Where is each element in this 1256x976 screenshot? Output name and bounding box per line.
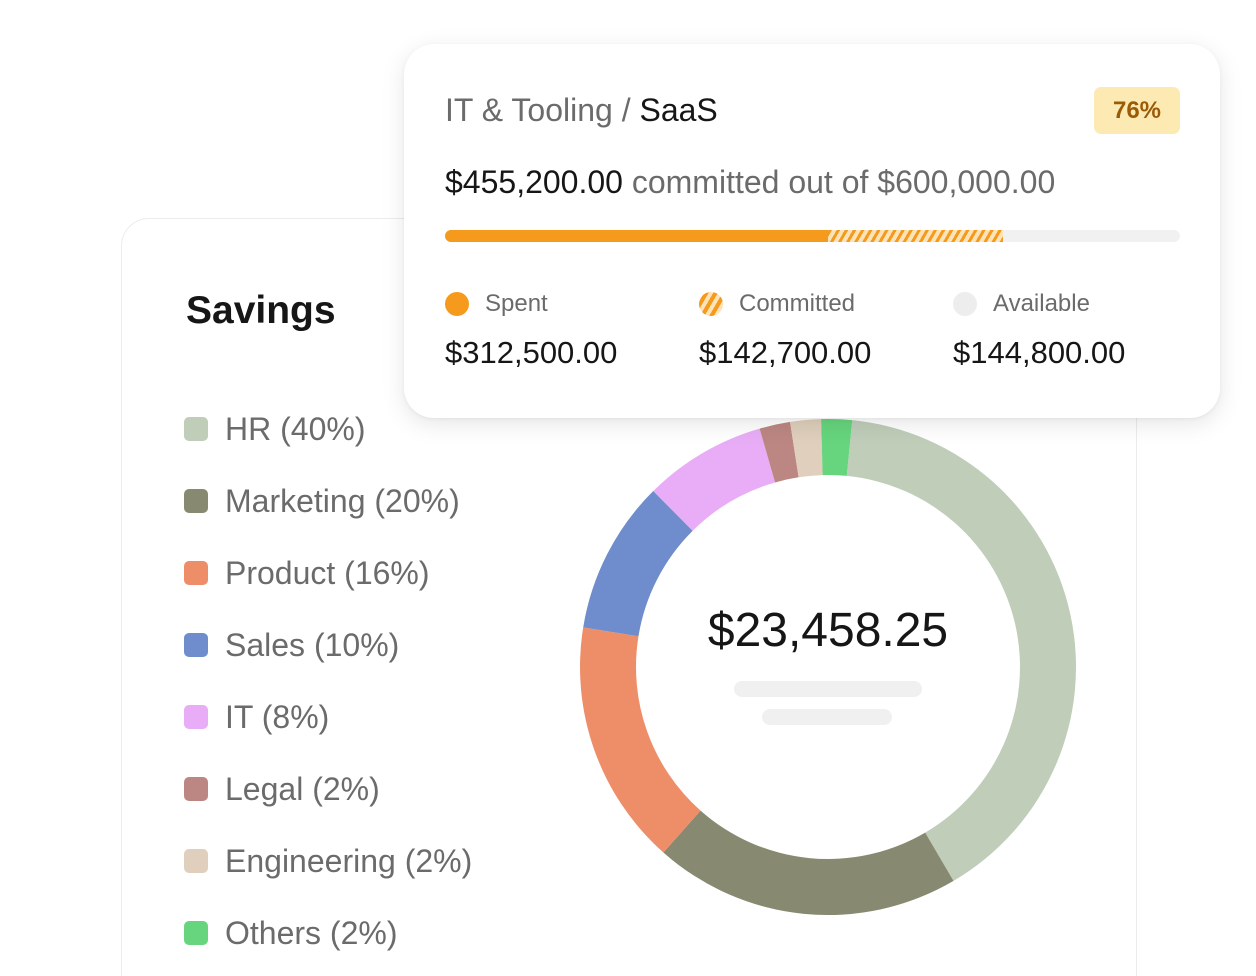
donut-slice-others bbox=[821, 419, 853, 476]
donut-total: $23,458.25 bbox=[707, 604, 949, 657]
legend-swatch-sales bbox=[184, 633, 208, 657]
donut-slice-marketing bbox=[663, 810, 954, 915]
progress-spent bbox=[445, 230, 828, 242]
breadcrumb-category: IT & Tooling bbox=[445, 92, 613, 128]
available-dot-icon bbox=[953, 292, 977, 316]
stat-spent-label: Spent bbox=[485, 290, 548, 317]
stat-spent-value: $312,500.00 bbox=[445, 335, 618, 370]
savings-donut-chart: $23,458.25 bbox=[578, 417, 1078, 917]
donut-slice-legal bbox=[759, 421, 799, 483]
breadcrumb-separator: / bbox=[612, 92, 640, 128]
committed-text: committed out of bbox=[622, 164, 878, 200]
breadcrumb-subcategory: SaaS bbox=[639, 92, 718, 128]
legend-label-marketing: Marketing (20%) bbox=[225, 482, 460, 519]
spent-dot-icon bbox=[445, 292, 469, 316]
skeleton-line bbox=[762, 709, 892, 725]
progress-committed bbox=[827, 230, 1003, 242]
legend-swatch-engineering bbox=[184, 849, 208, 873]
legend-swatch-it bbox=[184, 705, 208, 729]
legend-item-engineering: Engineering (2%) bbox=[184, 825, 472, 897]
legend-label-hr: HR (40%) bbox=[225, 410, 366, 447]
stat-committed: Committed $142,700.00 bbox=[699, 290, 939, 371]
legend-swatch-others bbox=[184, 921, 208, 945]
donut-slice-hr bbox=[846, 420, 1076, 881]
legend-item-others: Others (2%) bbox=[184, 897, 472, 969]
committed-dot-icon bbox=[699, 292, 723, 316]
savings-title: Savings bbox=[186, 289, 336, 332]
donut-slice-engineering bbox=[790, 419, 823, 478]
legend-swatch-legal bbox=[184, 777, 208, 801]
legend-label-others: Others (2%) bbox=[225, 914, 398, 951]
breadcrumb: IT & Tooling / SaaS bbox=[445, 92, 718, 129]
stat-available: Available $144,800.00 bbox=[953, 290, 1193, 371]
legend-item-legal: Legal (2%) bbox=[184, 753, 472, 825]
legend-swatch-marketing bbox=[184, 489, 208, 513]
budget-progress-bar bbox=[445, 230, 1180, 242]
savings-legend: HR (40%) Marketing (20%) Product (16%) S… bbox=[184, 393, 472, 969]
stat-available-value: $144,800.00 bbox=[953, 335, 1126, 370]
legend-item-sales: Sales (10%) bbox=[184, 609, 472, 681]
donut-svg bbox=[580, 419, 1076, 915]
legend-label-sales: Sales (10%) bbox=[225, 626, 400, 663]
legend-label-product: Product (16%) bbox=[225, 554, 430, 591]
budget-popover: IT & Tooling / SaaS 76% $455,200.00 comm… bbox=[404, 44, 1220, 418]
legend-label-engineering: Engineering (2%) bbox=[225, 842, 473, 879]
legend-label-legal: Legal (2%) bbox=[225, 770, 380, 807]
donut-slice-sales bbox=[583, 491, 693, 637]
skeleton-line bbox=[734, 681, 922, 697]
total-amount: $600,000.00 bbox=[877, 164, 1056, 200]
stat-spent: Spent $312,500.00 bbox=[445, 290, 685, 371]
donut-slice-it bbox=[653, 428, 776, 531]
legend-item-it: IT (8%) bbox=[184, 681, 472, 753]
stat-committed-label: Committed bbox=[739, 290, 856, 317]
percent-badge: 76% bbox=[1094, 87, 1180, 134]
legend-item-marketing: Marketing (20%) bbox=[184, 465, 472, 537]
legend-label-it: IT (8%) bbox=[225, 698, 330, 735]
legend-swatch-hr bbox=[184, 417, 208, 441]
donut-slice-product bbox=[580, 627, 701, 853]
stat-available-label: Available bbox=[993, 290, 1090, 317]
legend-item-hr: HR (40%) bbox=[184, 393, 472, 465]
legend-item-product: Product (16%) bbox=[184, 537, 472, 609]
stat-committed-value: $142,700.00 bbox=[699, 335, 872, 370]
legend-swatch-product bbox=[184, 561, 208, 585]
commitment-summary: $455,200.00 committed out of $600,000.00 bbox=[445, 164, 1055, 201]
committed-amount: $455,200.00 bbox=[445, 164, 623, 200]
